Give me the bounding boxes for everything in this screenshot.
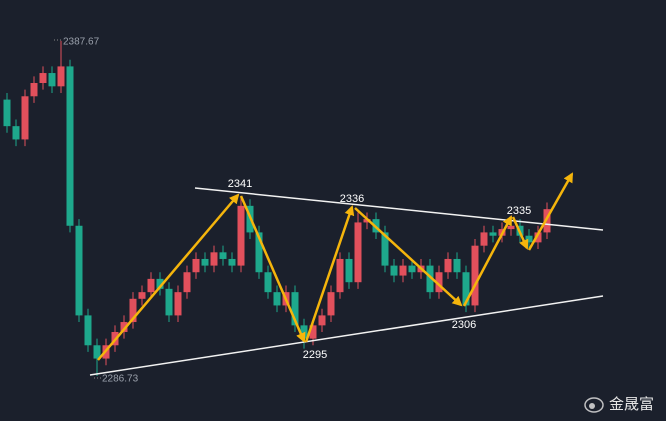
arrow [354,207,463,307]
min-label: 2286.73 [102,374,139,385]
candle-body [435,272,443,293]
annotation: 2335 [507,205,531,217]
resistance-line [194,187,604,231]
candle-body [48,73,56,87]
candle-body [480,232,488,246]
candle-body [336,258,344,293]
candle-body [255,232,263,273]
arrow [511,216,529,250]
candle-body [201,258,209,266]
candle-body [345,258,353,283]
watermark: 金晟富 [609,395,654,413]
watermark-logo [584,397,604,413]
candle-body [174,292,182,316]
candle-body [21,96,29,140]
candle-body [228,258,236,266]
candle-body [444,258,452,273]
candle-body [507,225,515,230]
candle-body [264,272,272,293]
candle-body [39,73,47,83]
annotation: 2306 [452,319,476,331]
candle-body [327,292,335,316]
candle-body [84,315,92,346]
trend-arrows [97,172,574,361]
max-label: 2387.67 [63,37,100,48]
candle-body [291,292,299,326]
candle-body [489,232,497,236]
candle-body [183,272,191,293]
arrow [304,205,355,343]
candle-body [30,83,38,97]
candle-body [3,99,11,127]
candle-body [426,265,434,293]
candle-body [12,126,20,140]
candle-body [363,219,371,223]
candle-body [525,235,533,243]
candle-body [129,298,137,323]
candle-body [93,345,101,359]
candle-body [309,325,317,339]
candle-body [471,245,479,306]
candle-body [147,278,155,293]
candle-body [210,252,218,266]
candle-body [273,292,281,306]
candle-body [354,222,362,283]
arrow [527,172,574,251]
support-line [89,295,604,376]
candle-body [543,209,551,233]
candle-body [462,272,470,306]
candle-body [381,232,389,266]
candle-body [192,258,200,273]
candle-body [534,232,542,243]
candle-body [165,288,173,316]
candle-body [399,265,407,276]
candle-body [156,278,164,289]
annotation: 2341 [228,178,252,190]
candle-body [237,205,245,266]
candle-body [390,265,398,276]
arrow [97,193,240,361]
candle-body [219,252,227,259]
candle-body [138,292,146,299]
arrow [462,215,513,307]
candle-body [408,265,416,273]
candle-body [66,66,74,226]
candle-body [57,66,65,87]
candle-body [75,225,83,316]
annotation: 2336 [340,193,364,205]
arrow [239,195,306,343]
candle-body [453,258,461,273]
candle-body [318,315,326,326]
candle-body [120,322,128,332]
annotation: 2295 [303,349,327,361]
